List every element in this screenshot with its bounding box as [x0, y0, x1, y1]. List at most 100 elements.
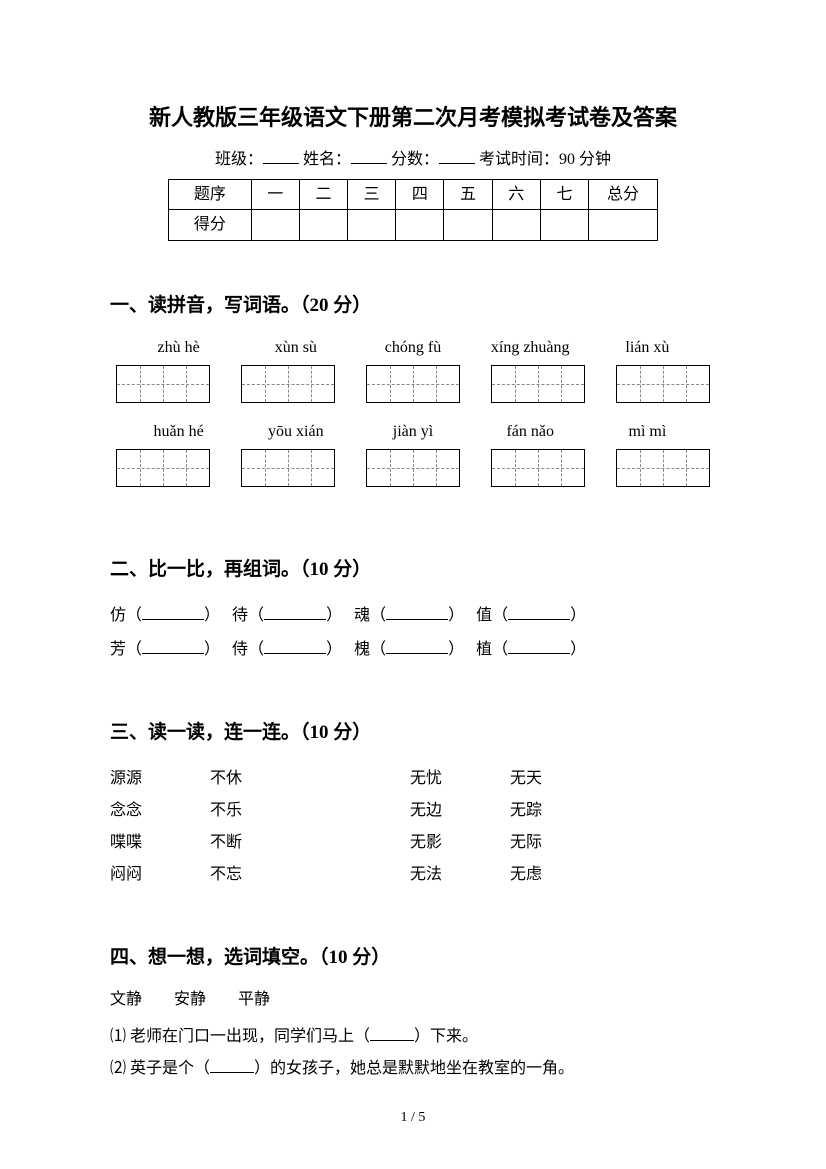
meta-line: 班级： 姓名： 分数： 考试时间：90 分钟 [110, 147, 716, 173]
table-cell[interactable] [589, 210, 658, 241]
pinyin-row: huǎn hé yōu xián jiàn yì fán nǎo mì mì [110, 419, 716, 445]
fill-question: ⑴ 老师在门口一出现，同学们马上（ ）下来。 [110, 1021, 716, 1053]
word-blank[interactable] [142, 638, 204, 654]
table-cell: 二 [299, 179, 347, 210]
class-blank[interactable] [263, 148, 299, 164]
table-cell: 六 [492, 179, 540, 210]
q1-end: ）下来。 [414, 1028, 478, 1045]
table-cell: 七 [540, 179, 588, 210]
word-blank[interactable] [264, 604, 326, 620]
fill-blank[interactable] [210, 1057, 254, 1073]
char-box[interactable] [241, 365, 335, 403]
char: 槐 [354, 641, 370, 658]
name-label: 姓名： [303, 151, 351, 168]
match-item: 无法 [410, 859, 510, 891]
table-cell: 题序 [169, 179, 252, 210]
char-box[interactable] [491, 449, 585, 487]
char-box[interactable] [116, 449, 210, 487]
compare-line: 仿（） 待（） 魂（） 值（） [110, 599, 716, 633]
char-box-row [110, 365, 716, 403]
q1-text: ⑴ 老师在门口一出现，同学们马上（ [110, 1028, 370, 1045]
pinyin-item: mì mì [589, 419, 706, 445]
match-row: 闷闷 不忘 无法 无虑 [110, 859, 716, 891]
pinyin-item: xíng zhuàng [472, 335, 589, 361]
word-blank[interactable] [142, 604, 204, 620]
name-blank[interactable] [351, 148, 387, 164]
table-cell[interactable] [251, 210, 299, 241]
word-blank[interactable] [508, 638, 570, 654]
word-blank[interactable] [264, 638, 326, 654]
match-item: 不忘 [210, 859, 310, 891]
time-label: 考试时间：90 分钟 [479, 151, 611, 168]
char-box[interactable] [616, 365, 710, 403]
section3-heading: 三、读一读，连一连。（10 分） [110, 718, 716, 748]
match-item: 无踪 [510, 795, 610, 827]
q2-text: ⑵ 英子是个（ [110, 1060, 210, 1077]
score-label: 分数： [391, 151, 439, 168]
table-cell: 五 [444, 179, 492, 210]
word-blank[interactable] [386, 604, 448, 620]
char: 待 [232, 607, 248, 624]
pinyin-item: chóng fù [354, 335, 471, 361]
match-item: 无忧 [410, 763, 510, 795]
table-row: 题序 一 二 三 四 五 六 七 总分 [169, 179, 658, 210]
char-box-row [110, 449, 716, 487]
table-cell: 得分 [169, 210, 252, 241]
match-item: 源源 [110, 763, 210, 795]
char: 仿 [110, 607, 126, 624]
pinyin-row: zhù hè xùn sù chóng fù xíng zhuàng lián … [110, 335, 716, 361]
match-item: 无虑 [510, 859, 610, 891]
pinyin-item: yōu xián [237, 419, 354, 445]
word-blank[interactable] [386, 638, 448, 654]
class-label: 班级： [215, 151, 263, 168]
match-item: 无天 [510, 763, 610, 795]
pinyin-item: lián xù [589, 335, 706, 361]
char: 侍 [232, 641, 248, 658]
score-table: 题序 一 二 三 四 五 六 七 总分 得分 [168, 179, 658, 241]
char: 值 [476, 607, 492, 624]
match-item: 无边 [410, 795, 510, 827]
table-cell: 一 [251, 179, 299, 210]
char-box[interactable] [366, 365, 460, 403]
word-blank[interactable] [508, 604, 570, 620]
table-cell[interactable] [348, 210, 396, 241]
pinyin-item: zhù hè [120, 335, 237, 361]
match-item: 闷闷 [110, 859, 210, 891]
section2-heading: 二、比一比，再组词。（10 分） [110, 555, 716, 585]
page-title: 新人教版三年级语文下册第二次月考模拟考试卷及答案 [110, 100, 716, 135]
match-item: 喋喋 [110, 827, 210, 859]
table-cell[interactable] [444, 210, 492, 241]
table-cell: 三 [348, 179, 396, 210]
char-box[interactable] [116, 365, 210, 403]
table-cell[interactable] [299, 210, 347, 241]
pinyin-item: fán nǎo [472, 419, 589, 445]
fill-blank[interactable] [370, 1025, 414, 1041]
score-blank[interactable] [439, 148, 475, 164]
match-item: 念念 [110, 795, 210, 827]
char-box[interactable] [616, 449, 710, 487]
char: 植 [476, 641, 492, 658]
match-item: 不乐 [210, 795, 310, 827]
q2-end: ）的女孩子，她总是默默地坐在教室的一角。 [254, 1060, 574, 1077]
char: 芳 [110, 641, 126, 658]
table-cell[interactable] [540, 210, 588, 241]
char-box[interactable] [491, 365, 585, 403]
table-cell: 总分 [589, 179, 658, 210]
page-number: 1 / 5 [0, 1107, 826, 1129]
compare-line: 芳（） 侍（） 槐（） 植（） [110, 633, 716, 667]
match-item: 无际 [510, 827, 610, 859]
table-row: 得分 [169, 210, 658, 241]
match-item: 无影 [410, 827, 510, 859]
char-box[interactable] [366, 449, 460, 487]
pinyin-item: huǎn hé [120, 419, 237, 445]
word-options: 文静 安静 平静 [110, 987, 716, 1013]
char-box[interactable] [241, 449, 335, 487]
match-item: 不休 [210, 763, 310, 795]
section1-heading: 一、读拼音，写词语。（20 分） [110, 291, 716, 321]
section4-heading: 四、想一想，选词填空。（10 分） [110, 943, 716, 973]
table-cell[interactable] [396, 210, 444, 241]
table-cell: 四 [396, 179, 444, 210]
match-row: 喋喋 不断 无影 无际 [110, 827, 716, 859]
match-row: 源源 不休 无忧 无天 [110, 763, 716, 795]
table-cell[interactable] [492, 210, 540, 241]
